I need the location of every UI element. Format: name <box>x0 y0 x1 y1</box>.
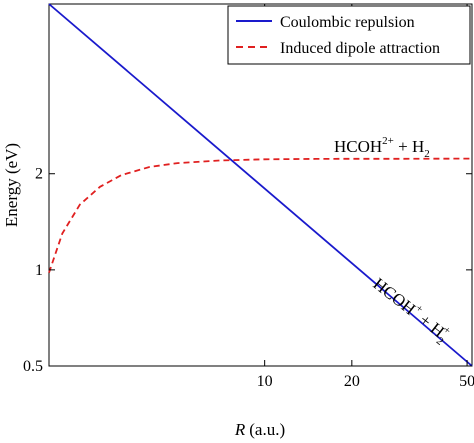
legend-box <box>227 5 471 65</box>
y-tick-label-0.5: 0.5 <box>23 358 43 375</box>
x-tick-label-50: 50 <box>459 373 474 390</box>
series-line-1 <box>48 157 473 273</box>
y-tick-label-1: 1 <box>35 262 43 279</box>
y-axis-title: Energy (eV) <box>2 143 21 227</box>
y-tick-label-2: 2 <box>35 166 43 183</box>
x-tick-label-20: 20 <box>344 373 360 390</box>
series-line-0 <box>48 3 473 367</box>
legend-label-induced: Induced dipole attraction <box>280 40 440 57</box>
x-axis-title: R (a.u.) <box>234 420 285 439</box>
series-layer <box>48 3 473 367</box>
x-tick-label-10: 10 <box>257 373 273 390</box>
legend-label-coulombic: Coulombic repulsion <box>280 14 415 31</box>
annotation-upper: HCOH2+ + H2 <box>334 135 430 160</box>
legend: Coulombic repulsion Induced dipole attra… <box>227 5 471 65</box>
